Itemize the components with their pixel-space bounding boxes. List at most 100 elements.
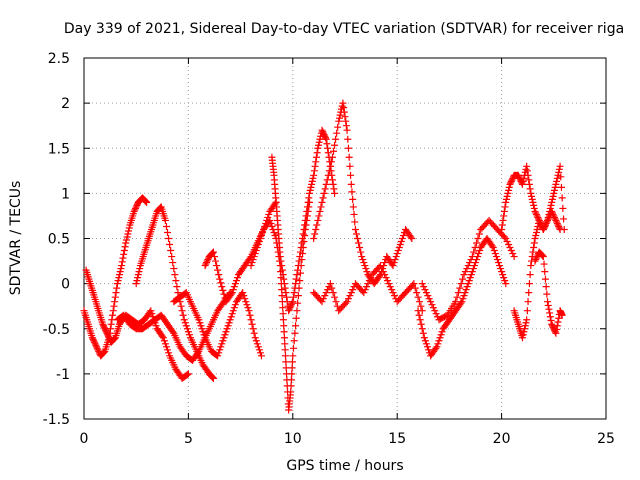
data-point (408, 235, 416, 242)
data-point (551, 183, 559, 191)
data-point (336, 111, 344, 119)
data-point (244, 304, 252, 312)
data-point (257, 231, 265, 239)
data-point (92, 341, 100, 349)
data-point (361, 286, 369, 294)
data-point (252, 247, 260, 255)
data-point (328, 153, 336, 161)
data-point (111, 335, 119, 343)
data-point (160, 337, 168, 345)
data-point (375, 272, 383, 280)
data-point (423, 343, 431, 351)
data-point (396, 241, 404, 249)
data-point (125, 227, 133, 235)
data-point (170, 265, 178, 273)
data-point (248, 259, 256, 267)
data-point (315, 212, 323, 220)
data-point (425, 346, 433, 354)
data-point (354, 235, 362, 242)
data-point (507, 179, 515, 187)
data-point (544, 298, 552, 306)
data-point (472, 259, 479, 267)
data-point (303, 203, 311, 211)
data-point (198, 325, 206, 333)
data-point (310, 235, 318, 242)
data-point (347, 171, 355, 179)
data-point (307, 183, 315, 191)
data-point (466, 259, 474, 267)
data-point (285, 305, 293, 313)
data-point (381, 271, 389, 279)
data-point (319, 194, 327, 202)
data-point (558, 311, 566, 319)
data-point (282, 289, 290, 297)
data-point (322, 134, 330, 142)
data-point (493, 256, 501, 264)
data-point (318, 126, 326, 134)
data-point (544, 215, 552, 223)
data-point (518, 180, 526, 188)
data-point (470, 248, 478, 256)
data-point (280, 328, 288, 336)
data-point (505, 241, 513, 249)
data-point (115, 274, 123, 282)
data-point (391, 256, 399, 264)
data-point (297, 244, 305, 252)
data-point (525, 280, 533, 288)
data-point (532, 210, 540, 218)
data-point (135, 268, 143, 276)
data-point (457, 299, 465, 307)
data-point (422, 340, 430, 348)
data-point (383, 277, 391, 285)
axis-ticks: 0 5 10 15 20 25 -1.5 -1 -0.5 0 0.5 1 1.5 2 2.5 (43, 51, 615, 447)
data-point (309, 174, 317, 182)
data-point (319, 128, 327, 136)
data-point (231, 280, 239, 288)
data-point (546, 313, 554, 321)
data-point (319, 129, 327, 137)
data-point (168, 253, 176, 261)
data-point (340, 108, 348, 116)
data-point (91, 340, 99, 348)
data-point (460, 292, 468, 300)
data-point (312, 225, 320, 233)
data-point (553, 218, 561, 226)
data-point (208, 373, 216, 381)
data-point (318, 298, 326, 306)
data-point (90, 338, 98, 346)
data-point (158, 332, 166, 340)
data-point (541, 222, 549, 230)
data-point (468, 268, 476, 276)
data-point (522, 165, 530, 173)
data-point (161, 216, 169, 224)
data-point (184, 328, 192, 336)
data-point (540, 224, 548, 232)
data-point (212, 257, 220, 265)
data-point (546, 204, 554, 212)
data-point (287, 388, 295, 396)
data-point (224, 322, 232, 330)
data-point (291, 329, 299, 337)
data-point (378, 265, 386, 273)
data-point (358, 253, 366, 261)
data-point (415, 298, 423, 306)
data-point (425, 295, 433, 303)
data-point (550, 213, 558, 221)
data-point (253, 244, 261, 252)
data-point (287, 382, 295, 390)
data-point (315, 141, 323, 149)
data-point (243, 301, 251, 309)
y-tick-label: 0 (61, 277, 70, 293)
x-tick-label: 15 (388, 431, 406, 447)
data-point (310, 171, 318, 179)
data-point (502, 235, 510, 242)
data-point (132, 204, 140, 212)
data-point (549, 210, 557, 218)
data-point (265, 210, 273, 218)
data-point (462, 286, 470, 294)
data-point (204, 256, 212, 264)
data-point (538, 251, 546, 259)
data-point (463, 265, 471, 273)
data-point (355, 239, 363, 247)
data-point (433, 343, 441, 351)
